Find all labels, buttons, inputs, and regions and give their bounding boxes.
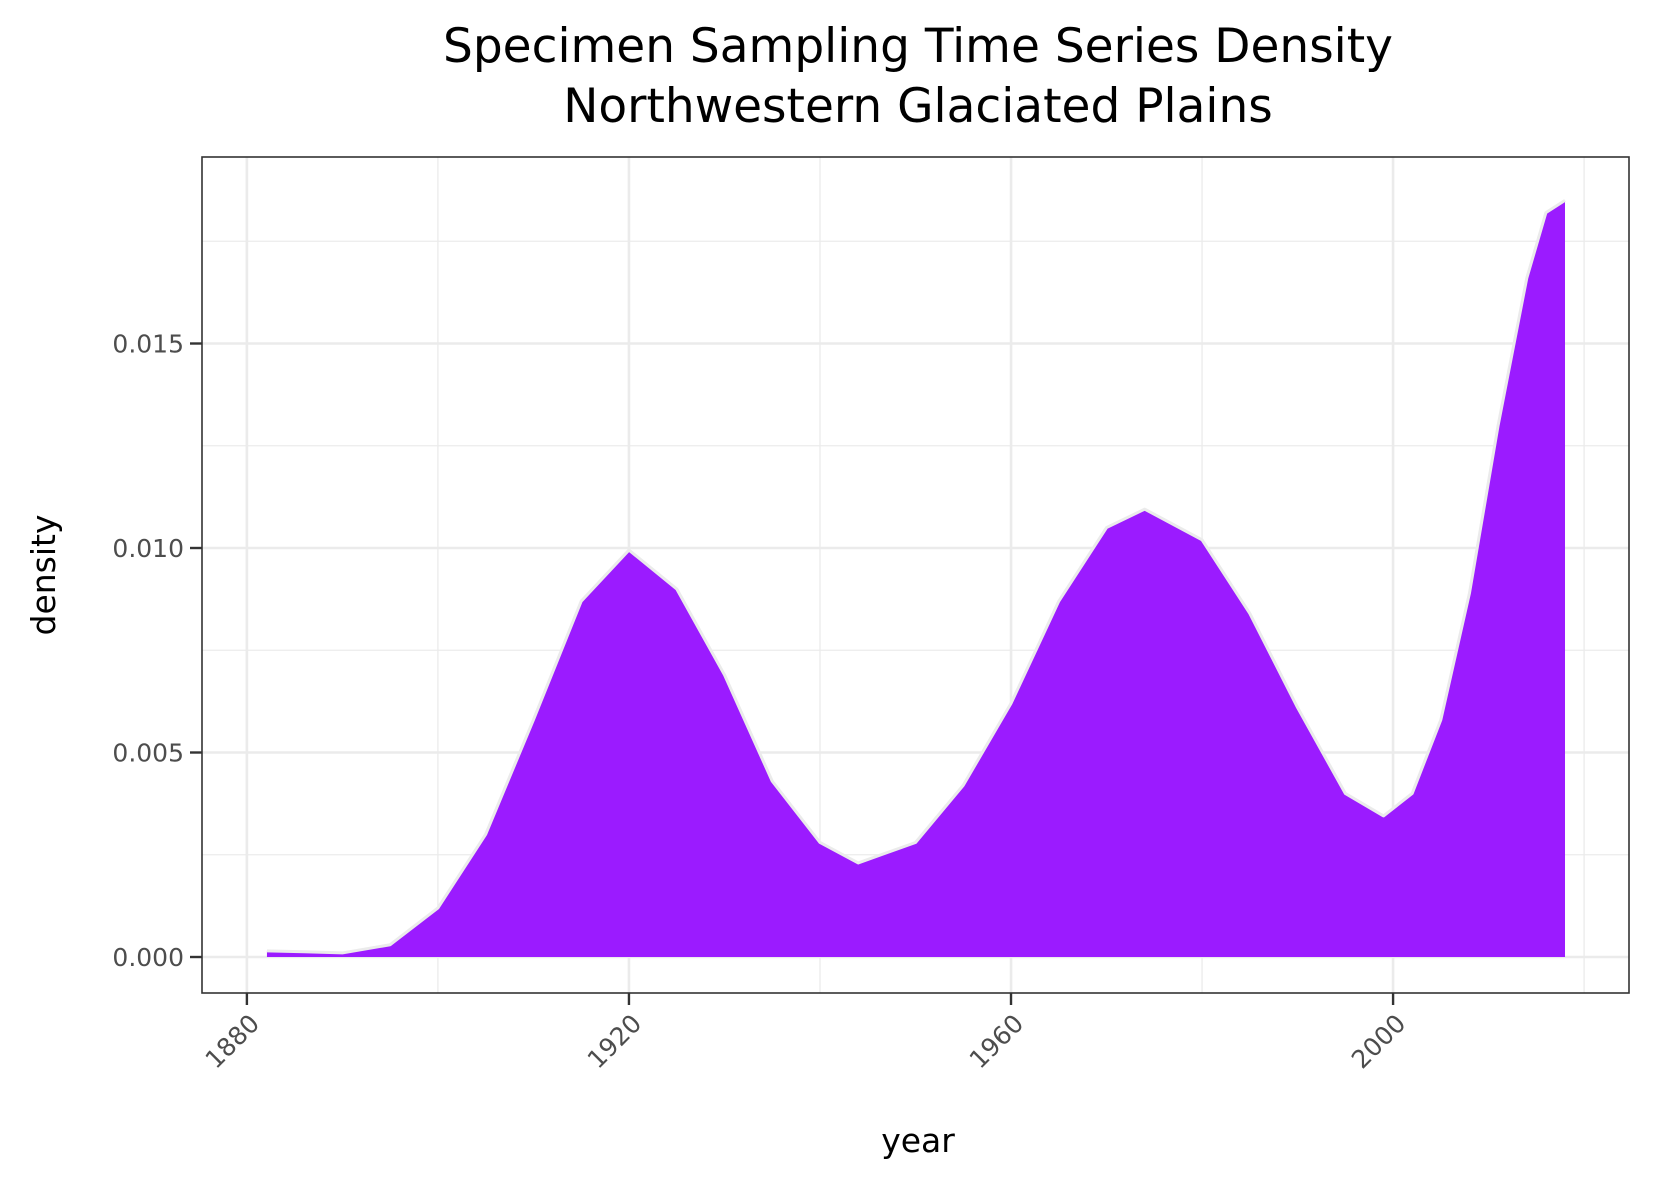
x-axis-title: year: [881, 1121, 955, 1160]
y-tick-label: 0.015: [112, 330, 184, 359]
chart-subtitle: Northwestern Glaciated Plains: [563, 79, 1273, 134]
y-tick-label: 0.000: [112, 943, 184, 972]
density-area: [266, 200, 1566, 958]
density-area-group: [266, 199, 1566, 958]
y-tick-label: 0.010: [112, 534, 184, 563]
x-tick-label: 2000: [1346, 1009, 1411, 1074]
x-tick-label: 1960: [964, 1009, 1029, 1074]
x-tick-label: 1880: [200, 1009, 265, 1074]
y-tick-label: 0.005: [112, 739, 184, 768]
x-tick-label: 1920: [582, 1009, 647, 1074]
plot-panel-border: [201, 156, 1630, 994]
density-outline: [266, 199, 1566, 955]
chart-title: Specimen Sampling Time Series Density: [443, 19, 1393, 74]
y-axis-title: density: [24, 515, 63, 636]
